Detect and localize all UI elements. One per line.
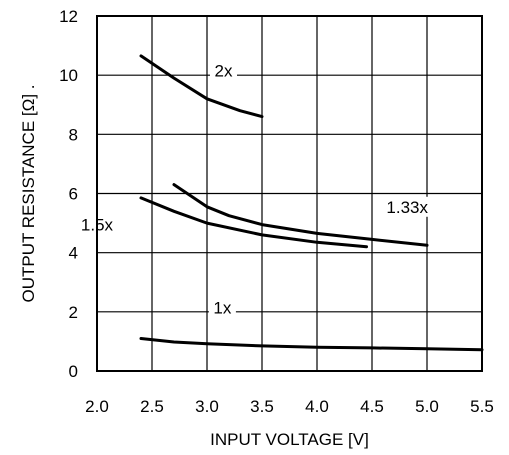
series-lines (139, 54, 484, 352)
series-line-1-33x (172, 183, 429, 247)
y-tick-label: 12 (59, 7, 78, 26)
x-tick-label: 4.0 (305, 397, 329, 416)
series-line-1-5x (139, 196, 368, 249)
y-tick-label: 6 (69, 185, 78, 204)
y-tick-label: 8 (69, 125, 78, 144)
x-tick-label: 5.0 (415, 397, 439, 416)
series-label-1x: 1x (213, 298, 231, 317)
x-tick-label: 3.5 (250, 397, 274, 416)
grid (97, 16, 482, 371)
y-tick-label: 2 (69, 303, 78, 322)
series-label-2x: 2x (215, 62, 233, 81)
series-label-bg-2x (210, 60, 237, 81)
y-tick-label: 4 (69, 244, 78, 263)
x-tick-label: 2.0 (85, 397, 109, 416)
x-tick-label: 5.5 (470, 397, 494, 416)
y-tick-label: 10 (59, 66, 78, 85)
y-tick-label: 0 (69, 362, 78, 381)
series-label-1-33x: 1.33x (386, 198, 428, 217)
tick-labels: 2.0 2.5 3.0 3.5 4.0 4.5 5.0 5.5 0 2 4 6 8 10 12 (59, 7, 494, 416)
x-tick-label: 3.0 (195, 397, 219, 416)
series-line-1x (139, 337, 484, 352)
y-axis-label: OUTPUT RESISTANCE [Ω] . (19, 85, 38, 303)
series-label-bg-1-33x (379, 196, 435, 217)
x-tick-label: 4.5 (360, 397, 384, 416)
x-axis-label: INPUT VOLTAGE [V] (210, 430, 369, 449)
series-line-2x (139, 54, 264, 119)
x-tick-label: 2.5 (140, 397, 164, 416)
plot-frame (96, 15, 483, 372)
series-label-bg-1x (208, 297, 236, 318)
